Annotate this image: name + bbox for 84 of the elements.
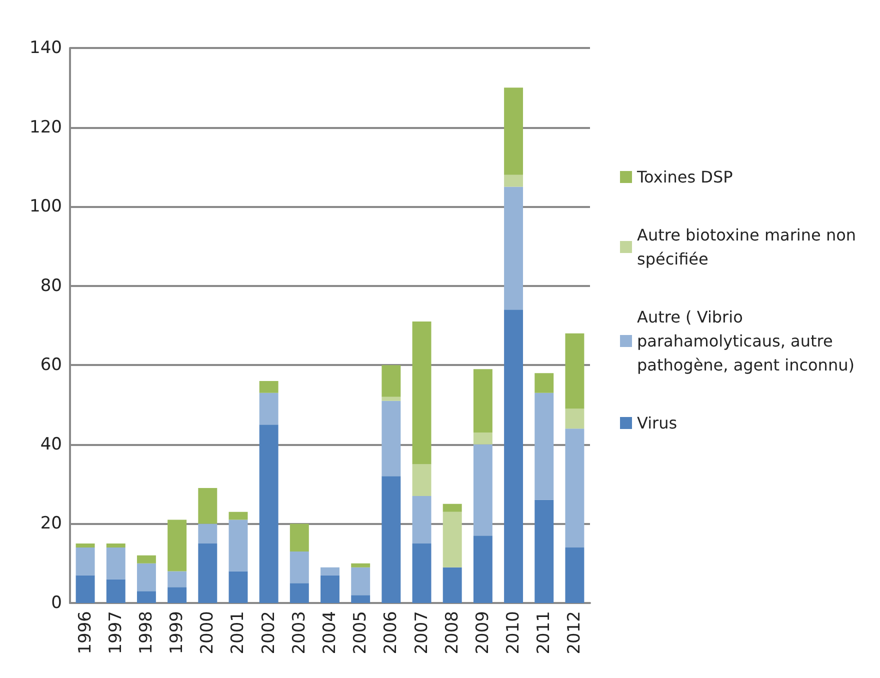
x-tick-label: 2003: [289, 611, 310, 654]
bar: [76, 544, 95, 548]
x-tick-label: 1999: [167, 611, 188, 654]
bar: [136, 591, 156, 603]
x-tick-label: 1998: [136, 611, 156, 654]
y-tick-label: 120: [30, 117, 62, 138]
bar: [228, 520, 248, 572]
bar: [290, 583, 309, 603]
bar: [136, 555, 156, 564]
y-tick-label: 20: [40, 514, 62, 534]
bar: [473, 369, 492, 433]
bar: [473, 444, 492, 536]
x-tick-label: 2009: [472, 611, 493, 654]
x-tick-label: 2011: [534, 611, 554, 654]
bar: [168, 520, 187, 572]
bar: [259, 381, 278, 393]
bar: [76, 548, 95, 576]
bar: [259, 424, 278, 603]
bar: [565, 408, 584, 429]
bar: [565, 333, 584, 409]
bar: [412, 322, 432, 464]
bar: [76, 575, 95, 603]
x-tick-label: 2010: [504, 611, 524, 654]
bar: [351, 563, 370, 568]
bar: [259, 392, 278, 425]
bar: [290, 524, 309, 552]
bar: [136, 563, 156, 592]
bar: [473, 432, 492, 444]
bar: [504, 88, 524, 175]
bar: [504, 310, 524, 603]
bar: [534, 500, 554, 603]
x-tick-label: 1996: [75, 611, 96, 654]
bar: [382, 365, 401, 397]
bar: [412, 496, 432, 544]
y-tick-label: 100: [30, 196, 62, 217]
bar: [320, 567, 340, 576]
legend-label: Virus: [637, 414, 678, 432]
bar: [198, 524, 218, 544]
bar: [382, 476, 401, 603]
bar: [228, 571, 248, 603]
bar: [382, 400, 401, 476]
bar: [442, 504, 462, 512]
bar: [442, 512, 462, 568]
bar: [351, 567, 370, 596]
legend-label: Autre ( Vibrio parahamolyticaus, autre pathogène, agent inconnu): [637, 308, 854, 374]
x-tick-label: 2001: [228, 611, 248, 654]
x-tick-label: 2002: [258, 611, 279, 654]
bar: [442, 567, 462, 603]
bar: [106, 544, 126, 548]
bar: [382, 396, 401, 401]
bar: [168, 571, 187, 588]
bar: [320, 575, 340, 603]
x-tick-label: 2005: [350, 611, 371, 654]
x-tick-label: 2006: [381, 611, 402, 654]
bar: [290, 551, 309, 584]
bar: [473, 536, 492, 603]
x-tick-label: 2008: [442, 611, 462, 654]
x-tick-label: 1997: [106, 611, 126, 654]
bar: [565, 428, 584, 548]
bar: [412, 544, 432, 603]
bar: [412, 464, 432, 496]
y-tick-label: 0: [51, 593, 62, 613]
bar: [168, 587, 187, 603]
bar: [504, 186, 524, 310]
bar: [106, 548, 126, 580]
legend-label: Toxines DSP: [636, 168, 734, 186]
bar: [534, 373, 554, 393]
y-tick-label: 40: [40, 434, 62, 454]
legend-label: Autre biotoxine marine non spécifiée: [637, 226, 862, 268]
bar: [504, 174, 524, 187]
bar: [565, 548, 584, 603]
bar: [106, 579, 126, 603]
bar: [351, 595, 370, 603]
y-tick-label: 60: [40, 355, 62, 376]
bar: [198, 488, 218, 524]
x-tick-label: 2012: [564, 611, 585, 654]
bar: [534, 392, 554, 500]
y-tick-label: 140: [30, 38, 62, 58]
bar: [228, 512, 248, 520]
x-tick-label: 2007: [412, 611, 432, 654]
y-tick-label: 80: [40, 276, 62, 296]
x-tick-label: 2004: [320, 611, 340, 654]
x-tick-label: 2000: [198, 611, 218, 654]
bar: [198, 544, 218, 603]
